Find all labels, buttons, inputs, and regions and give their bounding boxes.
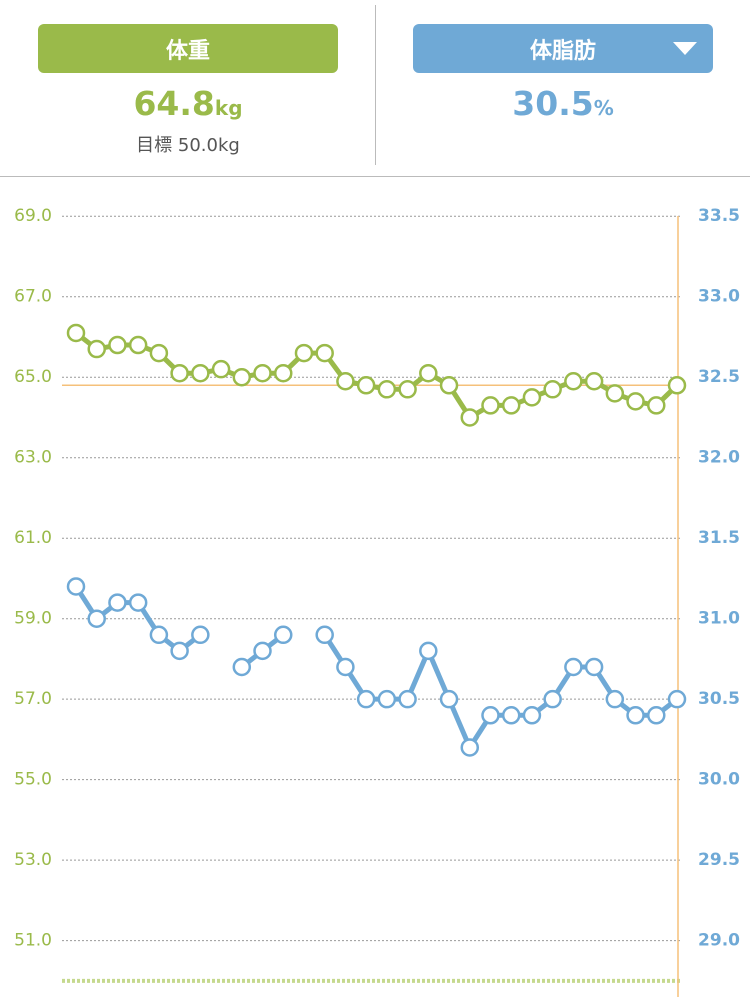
y-tick-label: 57.0 [14,689,52,709]
data-point [605,384,625,403]
data-point [626,706,645,725]
data-point [481,706,500,725]
data-point [460,408,480,427]
y2-tick-label: 32.0 [698,448,740,468]
data-point [398,689,417,709]
data-point [149,343,169,363]
fat-unit: % [593,96,614,120]
fat-tab-label: 体脂肪 [529,38,596,64]
y2-tick-label: 33.5 [698,206,740,226]
y-tick-label: 53.0 [14,850,52,870]
y-tick-label: 69.0 [14,206,52,226]
chart: 69.0 67.0 65.0 63.0 61.0 59.0 57.0 55.0 53.0 51.0… [14,206,740,997]
weight-number: 64.8 [133,84,215,123]
data-point [108,335,127,355]
fat-tab[interactable]: 体脂肪 [413,24,713,73]
weight-unit: kg [214,96,243,120]
data-point [419,363,438,383]
data-point [543,380,562,399]
y2-tick-label: 32.5 [698,367,740,387]
data-point [543,689,562,709]
y-tick-label: 67.0 [14,287,52,307]
y2-tick-label: 31.5 [698,528,740,548]
data-point [564,657,583,677]
data-point [191,625,210,645]
data-point [460,738,480,757]
data-point [315,343,334,363]
header-border [0,176,750,177]
data-point [501,706,521,725]
data-point [170,641,189,661]
data-point [66,323,86,343]
data-point [336,372,355,391]
data-point [522,706,542,725]
data-point [128,593,148,612]
y-tick-label: 65.0 [14,367,52,387]
data-point [170,363,189,383]
data-point [336,657,355,677]
data-point [273,625,293,645]
y2-tick-label: 30.0 [698,770,740,790]
y-tick-label: 55.0 [14,770,52,790]
data-point [647,706,666,725]
data-point [605,689,625,709]
data-point [377,689,397,709]
data-point [232,657,252,677]
weight-tab[interactable]: 体重 [38,24,338,73]
data-point [564,372,583,391]
data-point [128,335,148,355]
data-point [377,380,397,399]
data-point [522,388,542,407]
data-point [108,593,127,612]
y-tick-label: 61.0 [14,528,52,548]
data-point [667,376,687,395]
data-point [273,363,293,383]
data-point [66,577,86,596]
data-point [356,376,376,395]
data-point [584,372,604,391]
data-point [253,363,272,383]
goal: 目標 50.0kg [136,135,240,156]
series-line [74,330,679,420]
data-point [149,625,169,645]
data-point [87,339,106,359]
data-point [481,396,500,415]
y-tick-label: 63.0 [14,448,52,468]
data-point [253,641,272,661]
y-tick-label: 51.0 [14,931,52,951]
data-point [398,380,417,399]
y2-tick-label: 30.5 [698,689,740,709]
data-point [626,392,645,411]
weight-value: 64.8kg [38,84,338,123]
data-point [294,343,314,363]
data-point [87,609,106,628]
data-point [232,367,252,387]
data-point [501,396,521,415]
data-point [439,689,459,709]
y2-tick-label: 33.0 [698,287,740,307]
data-point [315,625,334,645]
weight-tab-label: 体重 [165,38,210,64]
data-point [356,689,376,709]
fat-number: 30.5 [512,84,594,123]
data-point [439,376,459,395]
y2-tick-label: 31.0 [698,609,740,629]
data-point [667,689,687,709]
y-tick-label: 59.0 [14,609,52,629]
data-point [584,657,604,677]
y2-tick-label: 29.0 [698,931,740,951]
dropdown-arrow [673,42,697,55]
data-point [191,363,210,383]
fat-value: 30.5% [413,84,713,123]
data-point [647,396,666,415]
data-point [419,641,438,661]
data-point [211,359,231,379]
divider [375,5,376,165]
y2-tick-label: 29.5 [698,850,740,870]
